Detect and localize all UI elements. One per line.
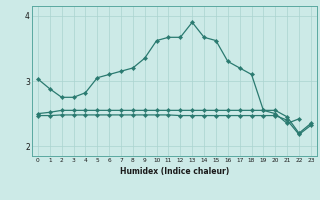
X-axis label: Humidex (Indice chaleur): Humidex (Indice chaleur)	[120, 167, 229, 176]
